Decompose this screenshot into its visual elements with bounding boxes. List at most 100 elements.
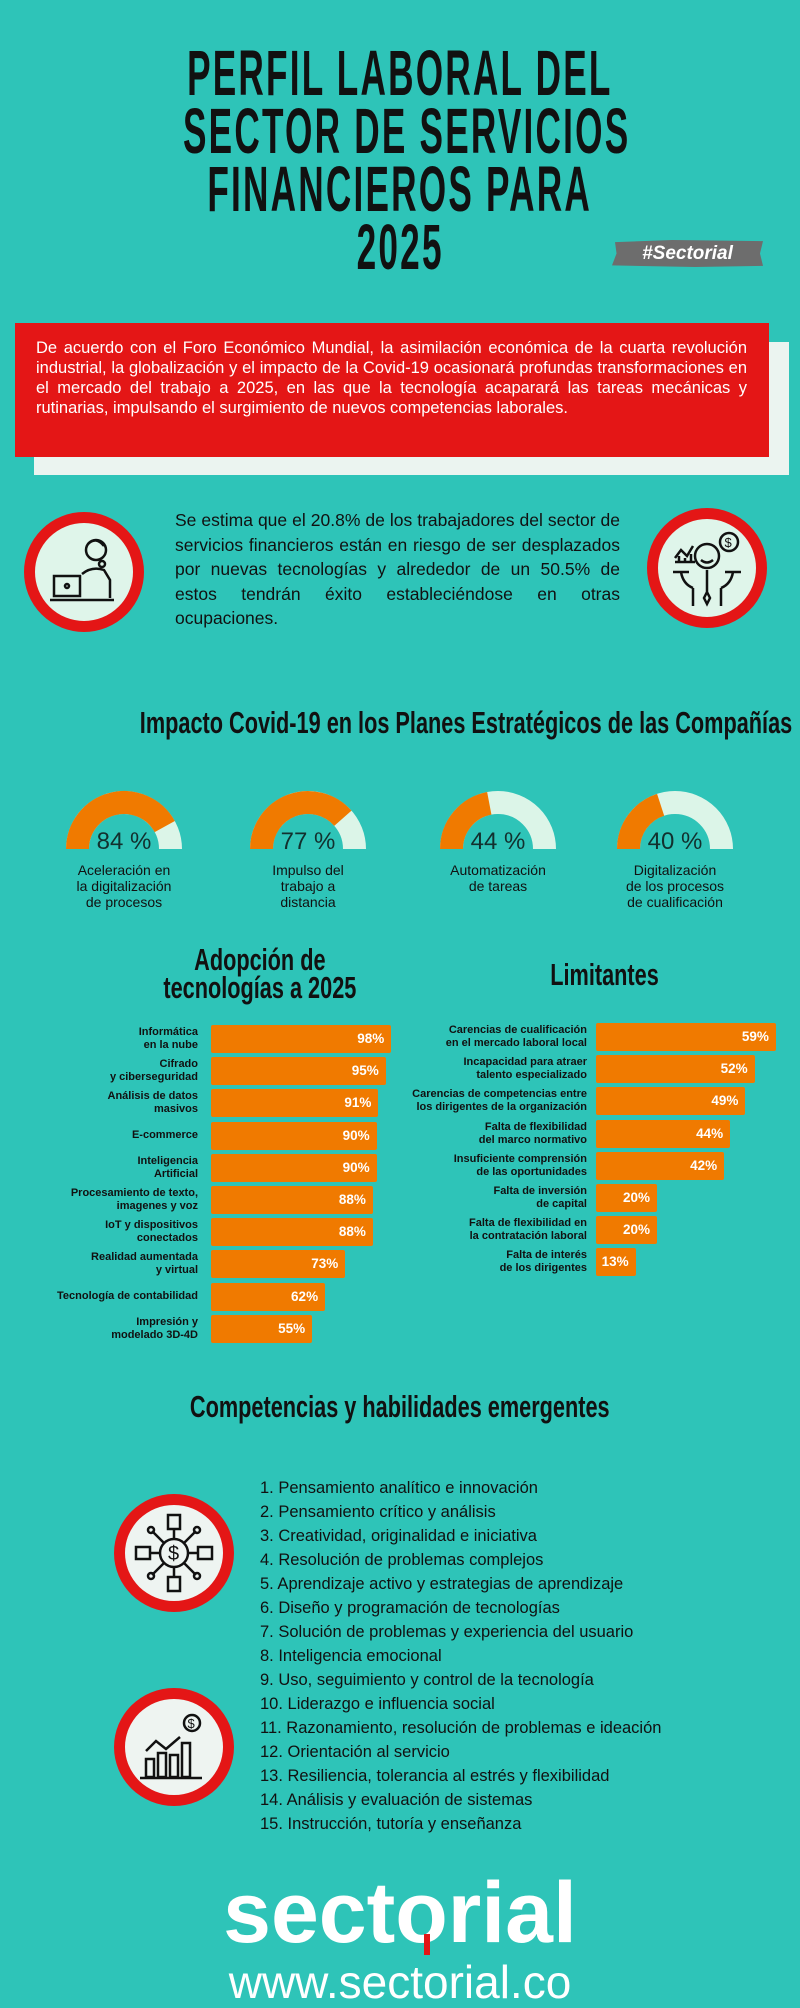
adopcion-bar-label: Impresión y modelado 3D-4D (111, 1315, 198, 1341)
adopcion-bar-label: IoT y dispositivos conectados (105, 1219, 198, 1245)
limitantes-bar-value: 52% (720, 1061, 748, 1077)
adopcion-bar: 90% (211, 1153, 377, 1182)
limitantes-bar: 59% (596, 1023, 776, 1051)
adopcion-bar: 88% (211, 1218, 373, 1247)
intro-text: De acuerdo con el Foro Económico Mundial… (36, 339, 747, 417)
gauge-percent: 44 % (470, 828, 526, 855)
limitantes-bar: 20% (596, 1216, 657, 1245)
list-item: 15. Instrucción, tutoría y enseñanza (260, 1815, 522, 1833)
gauge-label: Impulso del trabajo a distancia (272, 862, 344, 910)
adopcion-bar-value: 55% (278, 1320, 306, 1336)
gauge-label: Aceleración en la digitalización de proc… (76, 862, 172, 910)
gauge-label: Digitalización de los procesos de cualif… (625, 862, 725, 910)
adopcion-bar: 95% (211, 1057, 386, 1086)
adopcion-bar-label: Cifrado y ciberseguridad (109, 1058, 198, 1084)
happy-businessman-money-icon: $ (647, 508, 767, 628)
adopcion-bar: 90% (211, 1121, 377, 1150)
limitantes-bar-value: 42% (690, 1157, 718, 1173)
limitantes-bar: 52% (596, 1055, 755, 1084)
adopcion-bar-value: 88% (338, 1192, 366, 1207)
adopcion-bar: 73% (211, 1250, 346, 1279)
adopcion-bar-value: 88% (338, 1224, 366, 1240)
list-item: 13. Resiliencia, tolerancia al estrés y … (260, 1767, 610, 1785)
limitantes-bar-label: Carencias de competencias entre los diri… (412, 1088, 587, 1114)
gauge-fill (617, 793, 665, 850)
page-title-line-2: SECTOR DE SERVICIOS (183, 95, 631, 167)
sectorial-hashtag-badge: #Sectorial (612, 240, 763, 267)
limitantes-bar: 49% (596, 1087, 746, 1116)
website-url[interactable]: www.sectorial.co (228, 1956, 572, 2008)
gauge-percent: 77 % (280, 828, 336, 855)
list-item: 4. Resolución de problemas complejos (260, 1551, 544, 1569)
adopcion-bar-value: 91% (344, 1095, 372, 1111)
list-item: 1. Pensamiento analítico e innovación (260, 1479, 538, 1497)
gauge-percent: 40 % (647, 828, 703, 855)
stat-text: Se estima que el 20.8% de los trabajador… (175, 510, 620, 628)
limitantes-bar-label: Falta de interés de los dirigentes (499, 1249, 587, 1275)
list-item: 5. Aprendizaje activo y estrategias de a… (260, 1575, 624, 1593)
limitantes-bar: 42% (596, 1151, 725, 1180)
adopcion-bar-value: 95% (351, 1063, 379, 1079)
limitantes-bar: 13% (596, 1248, 636, 1277)
adopcion-bar-value: 90% (342, 1159, 370, 1175)
limitantes-bar-value: 44% (696, 1125, 724, 1141)
page-title-line-4: 2025 (356, 211, 444, 283)
list-item: 11. Razonamiento, resolución de problema… (260, 1719, 662, 1737)
adopcion-bar-label: Inteligencia Artificial (137, 1154, 198, 1180)
list-item: 14. Análisis y evaluación de sistemas (260, 1791, 533, 1809)
list-item: 6. Diseño y programación de tecnologías (260, 1599, 560, 1617)
adopcion-bar-label: Tecnología de contabilidad (57, 1290, 198, 1303)
person-at-laptop-icon (24, 512, 144, 632)
limitantes-bar-label: Incapacidad para atraer talento especial… (463, 1056, 587, 1082)
adopcion-bar-label: Análisis de datos masivos (107, 1090, 198, 1116)
list-item: 10. Liderazgo e influencia social (260, 1695, 495, 1713)
intro-box (15, 323, 769, 457)
adopcion-bar-value: 98% (357, 1031, 385, 1046)
competencias-title: Competencias y habilidades emergentes (190, 1389, 610, 1424)
logo-red-bar (424, 1934, 430, 1955)
adopcion-bar-label: Realidad aumentada y virtual (91, 1251, 198, 1277)
impacto-title: Impacto Covid-19 en los Planes Estratégi… (139, 705, 793, 740)
limitantes-bar-value: 20% (622, 1190, 650, 1205)
limitantes-title: Limitantes (550, 957, 660, 992)
list-item: 3. Creatividad, originalidad e iniciativ… (260, 1527, 537, 1545)
gauge-1: 84 % Aceleración en la digitalización de … (59, 790, 189, 910)
list-item: 12. Orientación al servicio (260, 1743, 450, 1761)
list-item: 2. Pensamiento crítico y análisis (260, 1503, 496, 1521)
list-item: 7. Solución de problemas y experiencia d… (260, 1623, 634, 1641)
adopcion-bar: 62% (211, 1282, 326, 1311)
limitantes-bar: 44% (596, 1119, 731, 1148)
money-network-icon: $ (114, 1494, 234, 1612)
limitantes-bar: 20% (596, 1184, 657, 1212)
svg-text:$: $ (188, 1716, 196, 1731)
adopcion-bar-label: Informática en la nube (138, 1026, 198, 1051)
adopcion-bar-value: 73% (311, 1256, 339, 1272)
limitantes-bar-label: Falta de inversión de capital (493, 1185, 587, 1210)
limitantes-bar-value: 49% (711, 1093, 739, 1109)
limitantes-bar-label: Falta de flexibilidad del marco normativ… (478, 1120, 587, 1146)
page-title-line-1: PERFIL LABORAL DEL (187, 37, 613, 109)
gauge-2: 77 % Impulso del trabajo a distancia (243, 790, 373, 910)
gauge-fill (66, 791, 175, 850)
gauge-fill (250, 791, 352, 850)
adopcion-bar: 91% (211, 1089, 379, 1118)
sectorial-logo: sectorial (223, 1865, 577, 1961)
svg-text:$: $ (725, 535, 733, 550)
adopcion-bar-value: 62% (291, 1288, 319, 1304)
list-item: 8. Inteligencia emocional (260, 1647, 442, 1665)
limitantes-bar-label: Insuficiente comprensión de las oportuni… (453, 1152, 587, 1178)
adopcion-bar: 88% (211, 1186, 373, 1214)
list-item: 9. Uso, seguimiento y control de la tecn… (260, 1671, 594, 1689)
growth-chart-money-icon: $ (114, 1688, 234, 1806)
limitantes-bar-value: 20% (622, 1222, 650, 1238)
adopcion-bar-label: E-commerce (131, 1129, 198, 1142)
limitantes-bar-value: 13% (601, 1254, 629, 1270)
gauge-percent: 84 % (96, 828, 152, 855)
limitantes-bar-label: Falta de flexibilidad en la contratación… (469, 1217, 587, 1243)
page-title-line-3: FINANCIEROS PARA (207, 153, 593, 225)
gauge-label: Automatización de tareas (450, 862, 546, 894)
limitantes-bar-value: 59% (741, 1029, 769, 1044)
adopcion-bar: 98% (211, 1025, 392, 1053)
gauge-fill (440, 792, 493, 850)
svg-text:$: $ (168, 1543, 179, 1565)
